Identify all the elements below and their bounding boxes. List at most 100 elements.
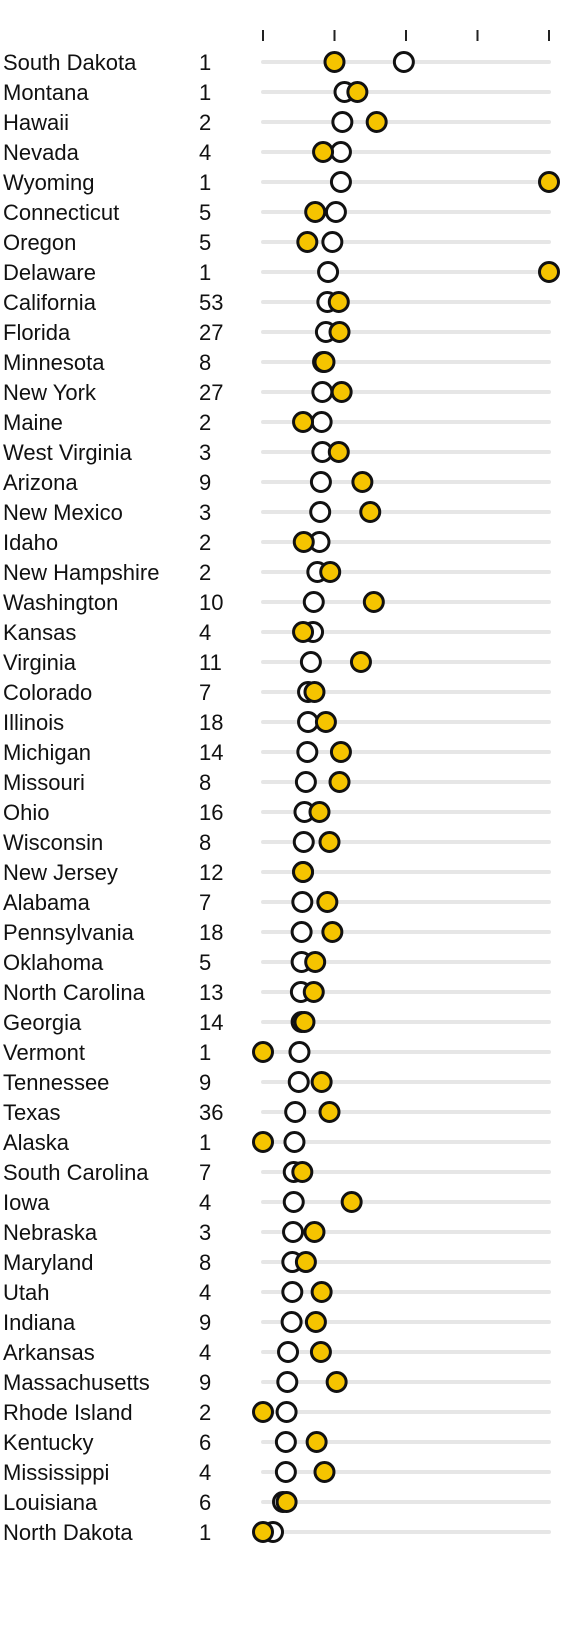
state-label: Kentucky [3,1430,94,1455]
state-label: Delaware [3,260,96,285]
state-label: New Mexico [3,500,123,525]
state-label: Alabama [3,890,91,915]
filled-dot [293,1011,316,1033]
state-label: Georgia [3,1010,82,1035]
open-dot [297,711,320,733]
state-row: Tennessee 9 [3,1070,551,1095]
state-label: Connecticut [3,200,119,225]
open-dot [321,231,344,253]
state-row: Wyoming 1 [3,170,560,195]
filled-dot [362,591,385,613]
state-row: Florida 27 [3,320,551,345]
state-count: 18 [199,920,223,945]
state-row: Oklahoma 5 [3,950,551,975]
state-count: 2 [199,410,211,435]
state-label: Florida [3,320,71,345]
state-row: Pennsylvania 18 [3,920,551,945]
state-row: Wisconsin 8 [3,830,551,855]
filled-dot [303,681,326,703]
state-count: 14 [199,1010,223,1035]
state-count: 1 [199,170,211,195]
state-count: 5 [199,950,211,975]
filled-dot [302,981,325,1003]
state-row: Virginia 11 [3,650,551,675]
state-row: West Virginia 3 [3,440,551,465]
filled-dot [359,501,382,523]
state-label: Iowa [3,1190,50,1215]
filled-dot [312,141,335,163]
state-row: Iowa 4 [3,1190,551,1215]
state-label: Massachusetts [3,1370,150,1395]
open-dot [283,1131,306,1153]
state-count: 3 [199,500,211,525]
state-row: South Dakota 1 [3,50,551,75]
state-label: Minnesota [3,350,105,375]
filled-dot [303,1221,326,1243]
state-count: 2 [199,530,211,555]
state-count: 12 [199,860,223,885]
open-dot [277,1341,300,1363]
state-label: Nebraska [3,1220,98,1245]
state-label: California [3,290,97,315]
state-count: 4 [199,1340,211,1365]
state-row: North Dakota 1 [3,1520,551,1545]
filled-dot [292,531,315,553]
open-dot [299,651,322,673]
state-count: 1 [199,50,211,75]
state-count: 16 [199,800,223,825]
state-count: 8 [199,770,211,795]
open-dot [309,471,332,493]
state-label: New York [3,380,97,405]
filled-dot [328,771,351,793]
filled-dot [252,1131,274,1153]
state-count: 1 [199,260,211,285]
state-count: 9 [199,1370,211,1395]
state-row: Texas 36 [3,1100,551,1125]
state-count: 6 [199,1490,211,1515]
state-count: 27 [199,320,223,345]
filled-dot [318,831,341,853]
open-dot [281,1281,304,1303]
open-dot [287,1071,310,1093]
filled-dot [304,201,327,223]
state-row: Arkansas 4 [3,1340,551,1365]
state-label: Maine [3,410,63,435]
open-dot [302,591,325,613]
state-label: Colorado [3,680,92,705]
open-dot [392,51,415,73]
state-row: New York 27 [3,380,551,405]
filled-dot [323,51,346,73]
state-row: Michigan 14 [3,740,551,765]
state-label: Missouri [3,770,85,795]
filled-dot [296,231,319,253]
state-label: Hawaii [3,110,69,135]
filled-dot [252,1401,274,1423]
state-count: 7 [199,890,211,915]
state-label: South Carolina [3,1160,149,1185]
filled-dot [294,1251,317,1273]
filled-dot [304,951,327,973]
open-dot [290,921,313,943]
state-count: 8 [199,1250,211,1275]
state-label: Rhode Island [3,1400,133,1425]
state-label: Vermont [3,1040,85,1065]
state-count: 7 [199,680,211,705]
state-row: Missouri 8 [3,770,551,795]
filled-dot [349,651,372,673]
filled-dot [275,1491,298,1513]
state-count: 14 [199,740,223,765]
filled-dot [313,351,336,373]
state-label: Indiana [3,1310,76,1335]
state-row: Mississippi 4 [3,1460,551,1485]
open-dot [331,111,354,133]
state-count: 3 [199,440,211,465]
state-label: Wyoming [3,170,95,195]
state-count: 13 [199,980,223,1005]
state-row: Georgia 14 [3,1010,551,1035]
state-label: West Virginia [3,440,133,465]
filled-dot [252,1041,274,1063]
state-row: Minnesota 8 [3,350,551,375]
state-label: Tennessee [3,1070,109,1095]
filled-dot [319,561,342,583]
state-row: Ohio 16 [3,800,551,825]
